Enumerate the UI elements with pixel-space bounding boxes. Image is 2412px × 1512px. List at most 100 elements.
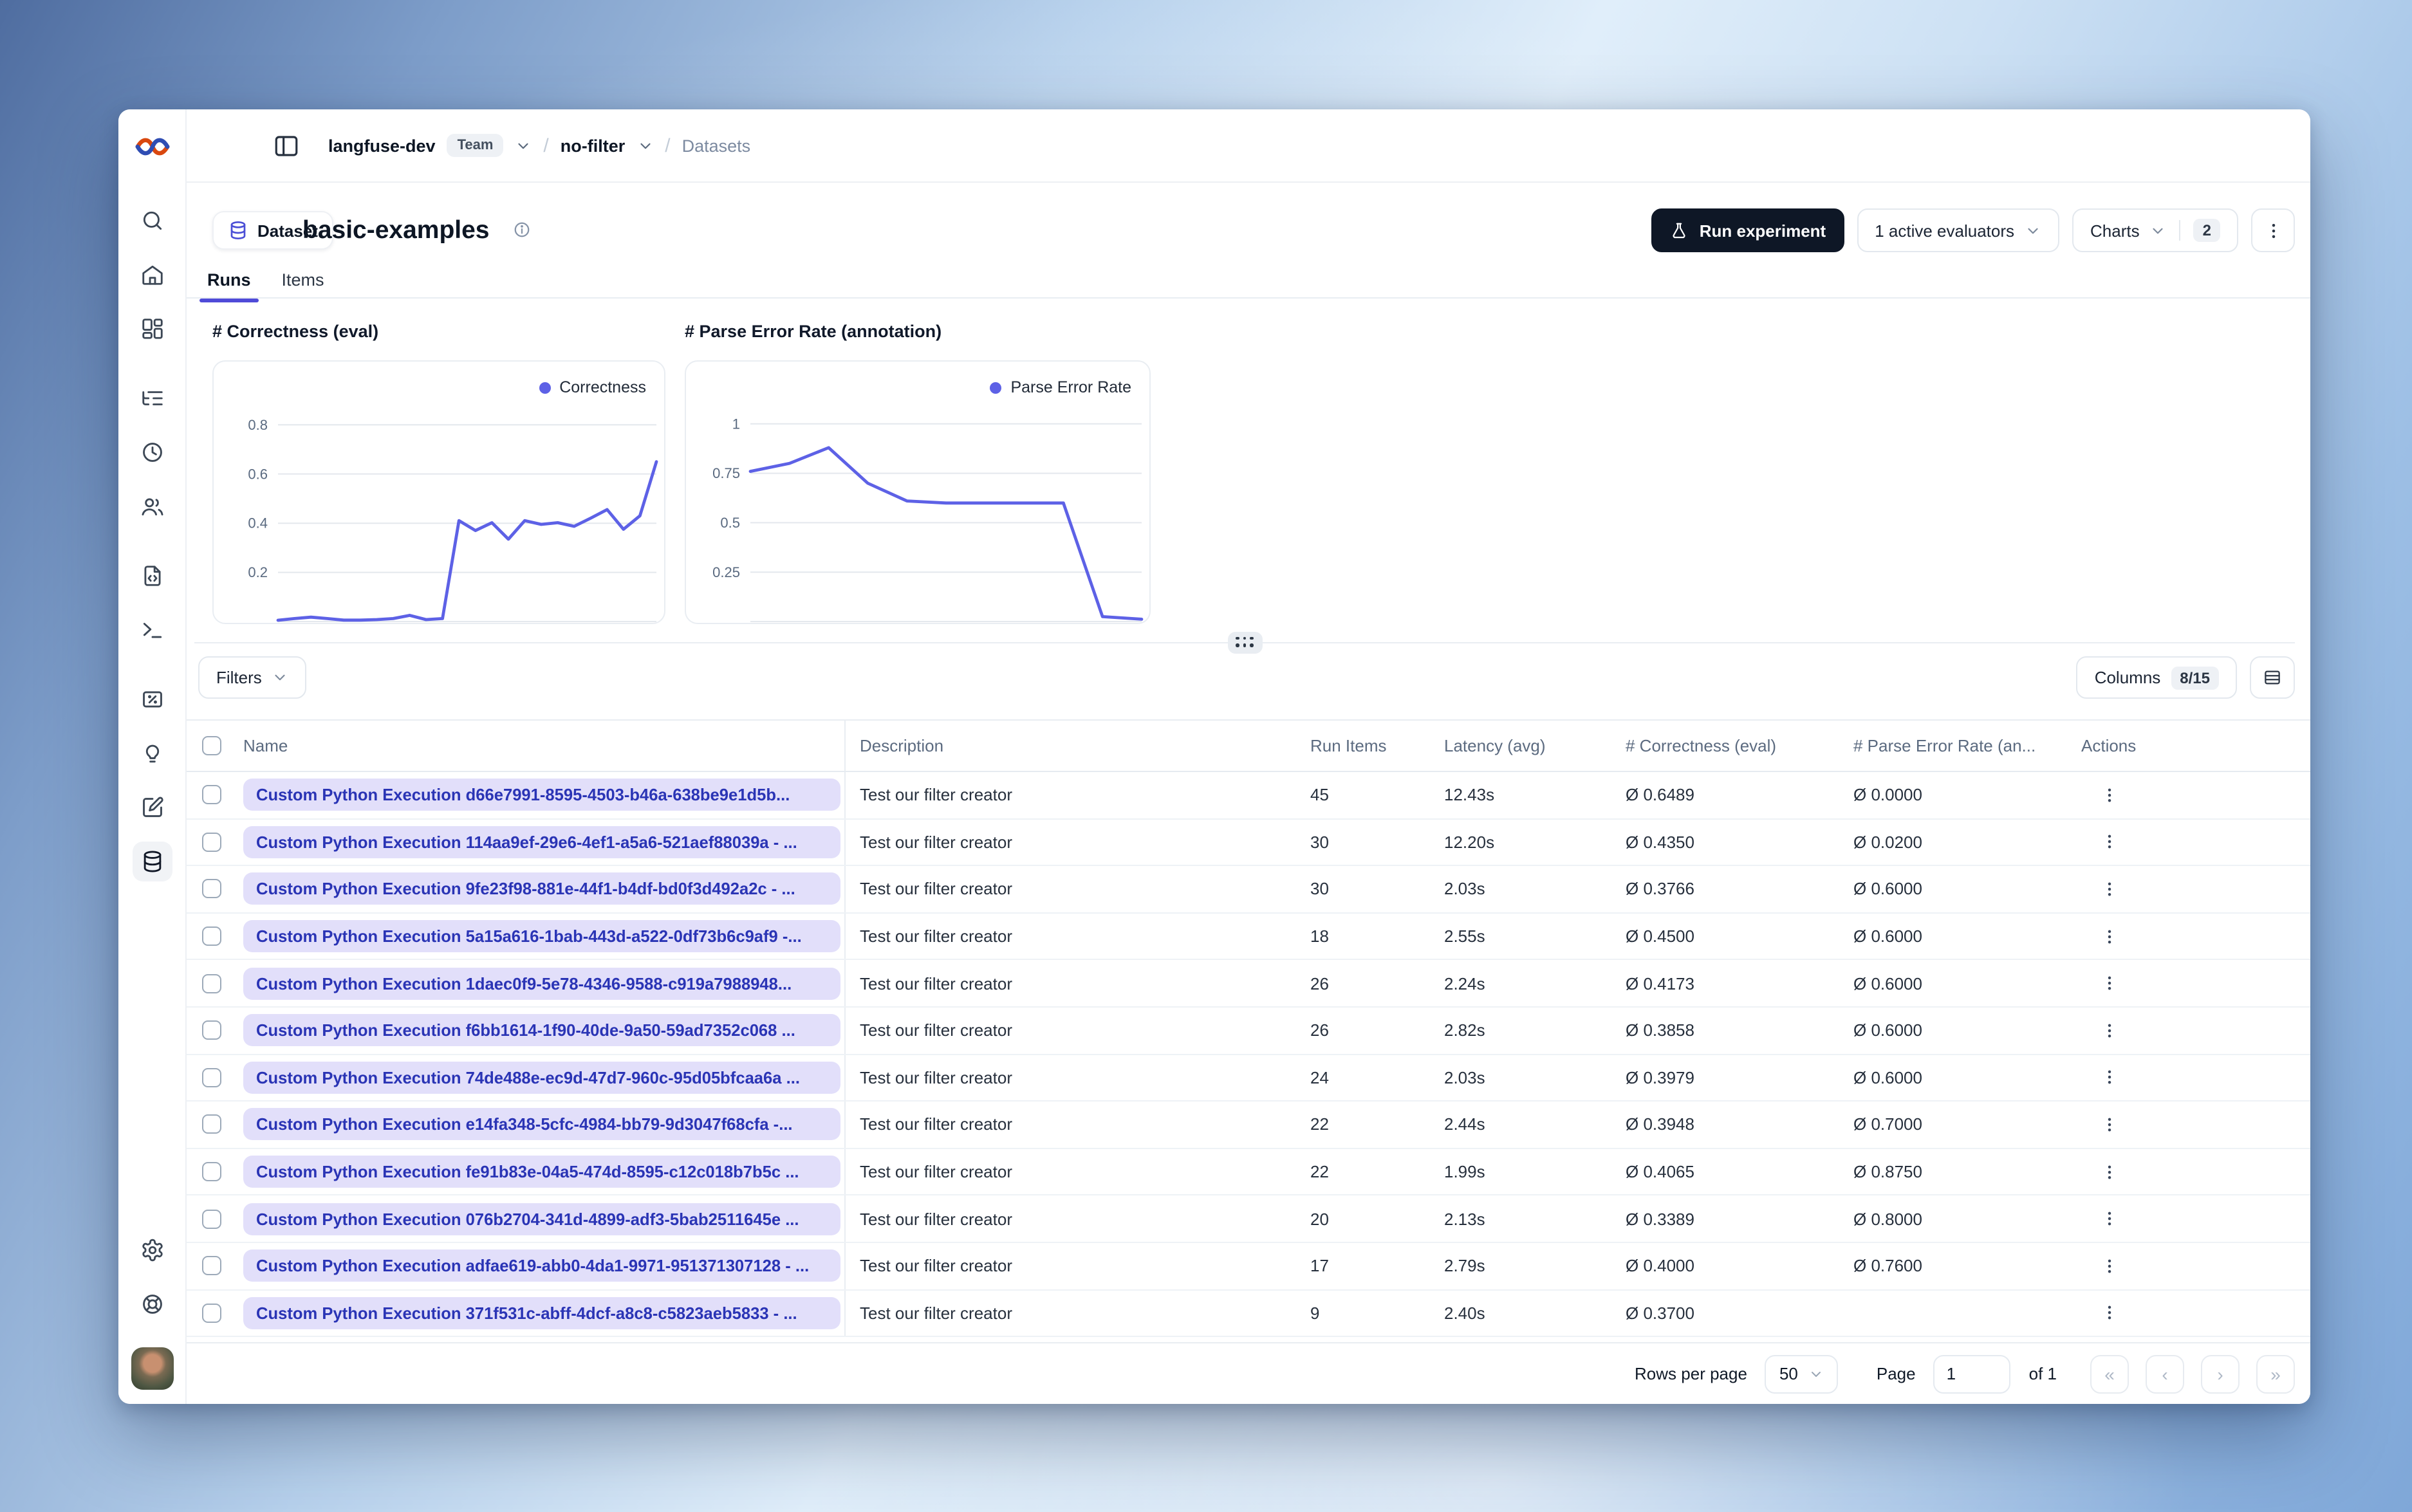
page-number-input[interactable]: 1 <box>1933 1354 2011 1393</box>
run-name-link[interactable]: Custom Python Execution 114aa9ef-29e6-4e… <box>243 825 840 858</box>
sidebar-item-datasets[interactable] <box>132 842 172 881</box>
row-actions-button[interactable] <box>2095 969 2124 997</box>
run-name-link[interactable]: Custom Python Execution f6bb1614-1f90-40… <box>243 1014 840 1047</box>
run-name-link[interactable]: Custom Python Execution 1daec0f9-5e78-43… <box>243 967 840 1000</box>
prev-page-button[interactable]: ‹ <box>2146 1354 2184 1393</box>
sidebar-item-home[interactable] <box>132 255 172 295</box>
run-name-link[interactable]: Custom Python Execution 9fe23f98-881e-44… <box>243 872 840 905</box>
run-name-link[interactable]: Custom Python Execution 371f531c-abff-4d… <box>243 1296 840 1329</box>
chart-table-resize-handle[interactable] <box>1228 632 1263 654</box>
chart-legend: Correctness <box>539 378 646 396</box>
row-actions-button[interactable] <box>2095 1251 2124 1280</box>
row-actions-button[interactable] <box>2095 1111 2124 1139</box>
row-height-button[interactable] <box>2250 656 2295 699</box>
row-checkbox[interactable] <box>202 785 221 805</box>
last-page-button[interactable]: » <box>2256 1354 2295 1393</box>
sidebar-item-support[interactable] <box>132 1284 172 1324</box>
next-page-button[interactable]: › <box>2201 1354 2240 1393</box>
run-name-link[interactable]: Custom Python Execution e14fa348-5cfc-49… <box>243 1108 840 1141</box>
lightbulb-icon <box>145 744 159 763</box>
sidebar-item-settings[interactable] <box>132 1230 172 1270</box>
run-name-link[interactable]: Custom Python Execution adfae619-abb0-4d… <box>243 1249 840 1282</box>
row-checkbox[interactable] <box>202 1256 221 1276</box>
columns-button[interactable]: Columns 8/15 <box>2076 656 2237 699</box>
sidebar-item-prompts[interactable] <box>132 556 172 596</box>
column-header-run-items[interactable]: Run Items <box>1310 736 1387 755</box>
row-checkbox[interactable] <box>202 1303 221 1323</box>
user-avatar[interactable] <box>131 1347 173 1390</box>
run-name-link[interactable]: Custom Python Execution 5a15a616-1bab-44… <box>243 920 840 953</box>
row-actions-button[interactable] <box>2095 781 2124 809</box>
correctness-cell: Ø 0.4000 <box>1626 1256 1694 1276</box>
kebab-menu-icon <box>2108 929 2111 943</box>
run-experiment-button[interactable]: Run experiment <box>1651 208 1844 252</box>
table-row: Custom Python Execution fe91b83e-04a5-47… <box>187 1148 2310 1196</box>
sidebar-item-users[interactable] <box>132 486 172 526</box>
sidebar-item-sessions[interactable] <box>132 432 172 472</box>
tab-items[interactable]: Items <box>281 270 324 290</box>
run-name-link[interactable]: Custom Python Execution fe91b83e-04a5-47… <box>243 1156 840 1188</box>
row-checkbox[interactable] <box>202 927 221 946</box>
table-row: Custom Python Execution 74de488e-ec9d-47… <box>187 1055 2310 1102</box>
users-icon <box>141 498 163 516</box>
breadcrumb-section[interactable]: Datasets <box>682 136 751 155</box>
chevron-down-icon[interactable] <box>515 137 532 154</box>
charts-dropdown[interactable]: Charts 2 <box>2072 208 2238 252</box>
chevron-down-icon[interactable] <box>636 137 653 154</box>
column-header-name[interactable]: Name <box>238 721 846 771</box>
dataset-badge-label: Dataset <box>257 221 318 240</box>
column-header-correctness[interactable]: # Correctness (eval) <box>1626 736 1777 755</box>
chevron-down-icon <box>2028 227 2038 234</box>
info-icon[interactable] <box>512 220 532 246</box>
sidebar-item-annotation-queues[interactable] <box>132 733 172 773</box>
column-header-latency[interactable]: Latency (avg) <box>1444 736 1546 755</box>
breadcrumb-org[interactable]: langfuse-dev <box>328 136 436 155</box>
row-actions-button[interactable] <box>2095 1017 2124 1045</box>
row-checkbox[interactable] <box>202 832 221 852</box>
row-checkbox[interactable] <box>202 1209 221 1229</box>
clock-icon <box>142 443 162 462</box>
tab-runs[interactable]: Runs <box>194 263 264 302</box>
sidebar-item-evaluation[interactable] <box>132 679 172 719</box>
select-all-checkbox[interactable] <box>202 736 221 755</box>
kebab-menu-icon <box>2108 835 2111 849</box>
breadcrumb-project[interactable]: no-filter <box>560 136 626 155</box>
correctness-cell: Ø 0.6489 <box>1626 785 1694 805</box>
row-checkbox[interactable] <box>202 1114 221 1134</box>
first-page-button[interactable]: « <box>2090 1354 2129 1393</box>
row-actions-button[interactable] <box>2095 922 2124 950</box>
description-cell: Test our filter creator <box>860 1114 1012 1134</box>
active-evaluators-dropdown[interactable]: 1 active evaluators <box>1857 208 2060 252</box>
row-actions-button[interactable] <box>2095 1157 2124 1186</box>
sidebar-toggle-button[interactable] <box>273 132 300 159</box>
sidebar-item-playground[interactable] <box>132 610 172 650</box>
sidebar-item-dashboards[interactable] <box>132 309 172 349</box>
row-checkbox[interactable] <box>202 879 221 899</box>
row-actions-button[interactable] <box>2095 875 2124 903</box>
sidebar-item-search[interactable] <box>132 201 172 241</box>
more-actions-button[interactable] <box>2251 208 2295 252</box>
row-checkbox[interactable] <box>202 1067 221 1087</box>
run-items-cell: 26 <box>1310 973 1329 993</box>
row-actions-button[interactable] <box>2095 1064 2124 1092</box>
row-actions-button[interactable] <box>2095 1204 2124 1233</box>
rows-per-page-select[interactable]: 50 <box>1765 1354 1838 1393</box>
row-checkbox[interactable] <box>202 973 221 993</box>
column-header-parse-error[interactable]: # Parse Error Rate (an... <box>1853 736 2036 755</box>
row-actions-button[interactable] <box>2095 828 2124 856</box>
correctness-cell: Ø 0.3766 <box>1626 879 1694 899</box>
run-name-link[interactable]: Custom Python Execution d66e7991-8595-45… <box>243 779 840 811</box>
run-name-link[interactable]: Custom Python Execution 076b2704-341d-48… <box>243 1203 840 1235</box>
correctness-cell: Ø 0.3858 <box>1626 1020 1694 1040</box>
table-body: Custom Python Execution d66e7991-8595-45… <box>187 772 2310 1338</box>
sidebar-item-llm-as-a-judge[interactable] <box>132 788 172 827</box>
run-name-link[interactable]: Custom Python Execution 74de488e-ec9d-47… <box>243 1061 840 1094</box>
sidebar-item-tracing[interactable] <box>132 378 172 418</box>
latency-cell: 1.99s <box>1444 1162 1485 1182</box>
filters-button[interactable]: Filters <box>198 656 307 699</box>
row-checkbox[interactable] <box>202 1162 221 1182</box>
row-checkbox[interactable] <box>202 1020 221 1040</box>
column-header-description[interactable]: Description <box>860 736 944 755</box>
row-actions-button[interactable] <box>2095 1299 2124 1327</box>
description-cell: Test our filter creator <box>860 1067 1012 1087</box>
